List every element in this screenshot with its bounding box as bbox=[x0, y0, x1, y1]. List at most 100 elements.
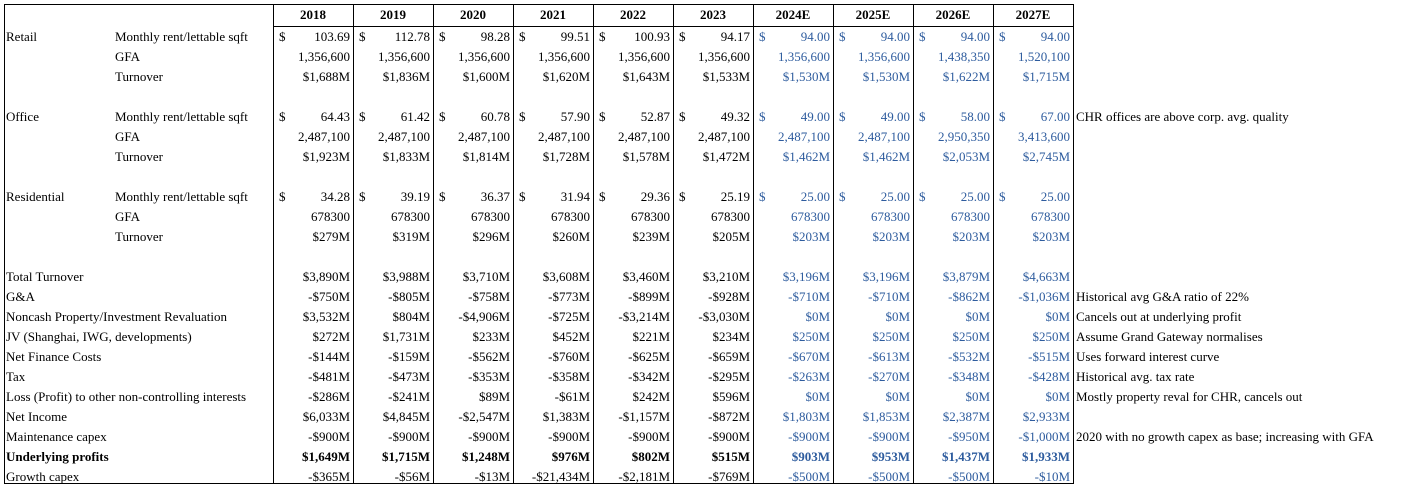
value-cell[interactable]: -$358M bbox=[513, 367, 593, 387]
value-cell[interactable]: -$659M bbox=[673, 347, 753, 367]
value-cell[interactable]: $0M bbox=[833, 307, 913, 327]
row-sublabel[interactable]: Monthly rent/lettable sqft bbox=[115, 189, 248, 204]
value-cell[interactable]: -$900M bbox=[273, 427, 353, 447]
value-cell[interactable]: $94.00 bbox=[913, 27, 993, 47]
value-cell[interactable]: -$899M bbox=[593, 287, 673, 307]
year-header[interactable]: 2020 bbox=[460, 7, 486, 22]
value-cell[interactable]: -$928M bbox=[673, 287, 753, 307]
value-cell[interactable]: -$862M bbox=[913, 287, 993, 307]
value-cell[interactable]: -$270M bbox=[833, 367, 913, 387]
value-cell[interactable]: $234M bbox=[673, 327, 753, 347]
value-cell[interactable]: $1,533M bbox=[673, 67, 753, 87]
value-cell[interactable]: $94.00 bbox=[993, 27, 1073, 47]
row-note[interactable]: Cancels out at underlying profit bbox=[1076, 309, 1242, 324]
value-cell[interactable]: $1,530M bbox=[833, 67, 913, 87]
value-cell[interactable]: $1,462M bbox=[833, 147, 913, 167]
value-cell[interactable]: $0M bbox=[993, 387, 1073, 407]
value-cell[interactable]: -$4,906M bbox=[433, 307, 513, 327]
value-cell[interactable]: $596M bbox=[673, 387, 753, 407]
value-cell[interactable]: -$758M bbox=[433, 287, 513, 307]
value-cell[interactable]: $205M bbox=[673, 227, 753, 247]
value-cell[interactable]: -$670M bbox=[753, 347, 833, 367]
section-label[interactable]: Office bbox=[6, 109, 39, 124]
value-cell[interactable]: $52.87 bbox=[593, 107, 673, 127]
section-label[interactable]: Retail bbox=[6, 29, 38, 44]
row-sublabel[interactable]: GFA bbox=[115, 49, 141, 64]
value-cell[interactable]: $89M bbox=[433, 387, 513, 407]
value-cell[interactable]: -$61M bbox=[513, 387, 593, 407]
value-cell[interactable]: $250M bbox=[833, 327, 913, 347]
value-cell[interactable]: 1,356,600 bbox=[353, 47, 433, 67]
value-cell[interactable]: -$365M bbox=[273, 467, 353, 487]
value-cell[interactable]: $1,622M bbox=[913, 67, 993, 87]
value-cell[interactable]: $1,383M bbox=[513, 407, 593, 427]
value-cell[interactable]: $49.00 bbox=[833, 107, 913, 127]
value-cell[interactable]: 1,356,600 bbox=[673, 47, 753, 67]
value-cell[interactable]: -$900M bbox=[753, 427, 833, 447]
value-cell[interactable]: $1,437M bbox=[913, 447, 993, 467]
value-cell[interactable]: 2,487,100 bbox=[353, 127, 433, 147]
value-cell[interactable]: $61.42 bbox=[353, 107, 433, 127]
value-cell[interactable]: -$481M bbox=[273, 367, 353, 387]
value-cell[interactable]: $98.28 bbox=[433, 27, 513, 47]
value-cell[interactable]: $34.28 bbox=[273, 187, 353, 207]
row-sublabel[interactable]: Turnover bbox=[115, 229, 163, 244]
row-note[interactable]: Assume Grand Gateway normalises bbox=[1076, 329, 1263, 344]
value-cell[interactable]: 2,487,100 bbox=[673, 127, 753, 147]
year-header[interactable]: 2018 bbox=[300, 7, 326, 22]
value-cell[interactable]: -$625M bbox=[593, 347, 673, 367]
value-cell[interactable]: $1,814M bbox=[433, 147, 513, 167]
value-cell[interactable]: $6,033M bbox=[273, 407, 353, 427]
value-cell[interactable]: -$2,181M bbox=[593, 467, 673, 487]
value-cell[interactable]: $3,196M bbox=[753, 267, 833, 287]
value-cell[interactable]: 678300 bbox=[273, 207, 353, 227]
value-cell[interactable]: -$144M bbox=[273, 347, 353, 367]
row-sublabel[interactable]: Monthly rent/lettable sqft bbox=[115, 109, 248, 124]
value-cell[interactable]: 678300 bbox=[753, 207, 833, 227]
value-cell[interactable]: $272M bbox=[273, 327, 353, 347]
summary-row-label[interactable]: Underlying profits bbox=[6, 449, 109, 464]
value-cell[interactable]: -$710M bbox=[753, 287, 833, 307]
value-cell[interactable]: $242M bbox=[593, 387, 673, 407]
value-cell[interactable]: $94.17 bbox=[673, 27, 753, 47]
summary-row-label[interactable]: Loss (Profit) to other non-controlling i… bbox=[6, 389, 247, 404]
value-cell[interactable]: $203M bbox=[753, 227, 833, 247]
value-cell[interactable]: $39.19 bbox=[353, 187, 433, 207]
value-cell[interactable]: -$286M bbox=[273, 387, 353, 407]
value-cell[interactable]: -$900M bbox=[673, 427, 753, 447]
summary-row-label[interactable]: Noncash Property/Investment Revaluation bbox=[6, 309, 227, 324]
value-cell[interactable]: -$295M bbox=[673, 367, 753, 387]
value-cell[interactable]: $4,845M bbox=[353, 407, 433, 427]
value-cell[interactable]: $100.93 bbox=[593, 27, 673, 47]
summary-row-label[interactable]: Maintenance capex bbox=[6, 429, 107, 444]
value-cell[interactable]: -$900M bbox=[833, 427, 913, 447]
row-note[interactable]: Uses forward interest curve bbox=[1076, 349, 1220, 364]
value-cell[interactable]: $2,933M bbox=[993, 407, 1073, 427]
row-note[interactable]: CHR offices are above corp. avg. quality bbox=[1076, 109, 1289, 124]
value-cell[interactable]: 2,487,100 bbox=[273, 127, 353, 147]
row-note[interactable]: Mostly property reval for CHR, cancels o… bbox=[1076, 389, 1303, 404]
summary-row-label[interactable]: Tax bbox=[6, 369, 26, 384]
section-label[interactable]: Residential bbox=[6, 189, 65, 204]
value-cell[interactable]: $64.43 bbox=[273, 107, 353, 127]
value-cell[interactable]: $1,853M bbox=[833, 407, 913, 427]
value-cell[interactable]: 2,487,100 bbox=[513, 127, 593, 147]
value-cell[interactable]: -$428M bbox=[993, 367, 1073, 387]
value-cell[interactable]: -$562M bbox=[433, 347, 513, 367]
value-cell[interactable]: -$900M bbox=[593, 427, 673, 447]
value-cell[interactable]: $250M bbox=[993, 327, 1073, 347]
value-cell[interactable]: $58.00 bbox=[913, 107, 993, 127]
value-cell[interactable]: 1,438,350 bbox=[913, 47, 993, 67]
value-cell[interactable]: $67.00 bbox=[993, 107, 1073, 127]
row-sublabel[interactable]: GFA bbox=[115, 209, 141, 224]
value-cell[interactable]: $802M bbox=[593, 447, 673, 467]
value-cell[interactable]: $49.00 bbox=[753, 107, 833, 127]
value-cell[interactable]: $1,933M bbox=[993, 447, 1073, 467]
value-cell[interactable]: $3,608M bbox=[513, 267, 593, 287]
value-cell[interactable]: $233M bbox=[433, 327, 513, 347]
value-cell[interactable]: 678300 bbox=[353, 207, 433, 227]
value-cell[interactable]: 3,413,600 bbox=[993, 127, 1073, 147]
year-header[interactable]: 2021 bbox=[540, 7, 566, 22]
value-cell[interactable]: 678300 bbox=[433, 207, 513, 227]
value-cell[interactable]: $203M bbox=[913, 227, 993, 247]
